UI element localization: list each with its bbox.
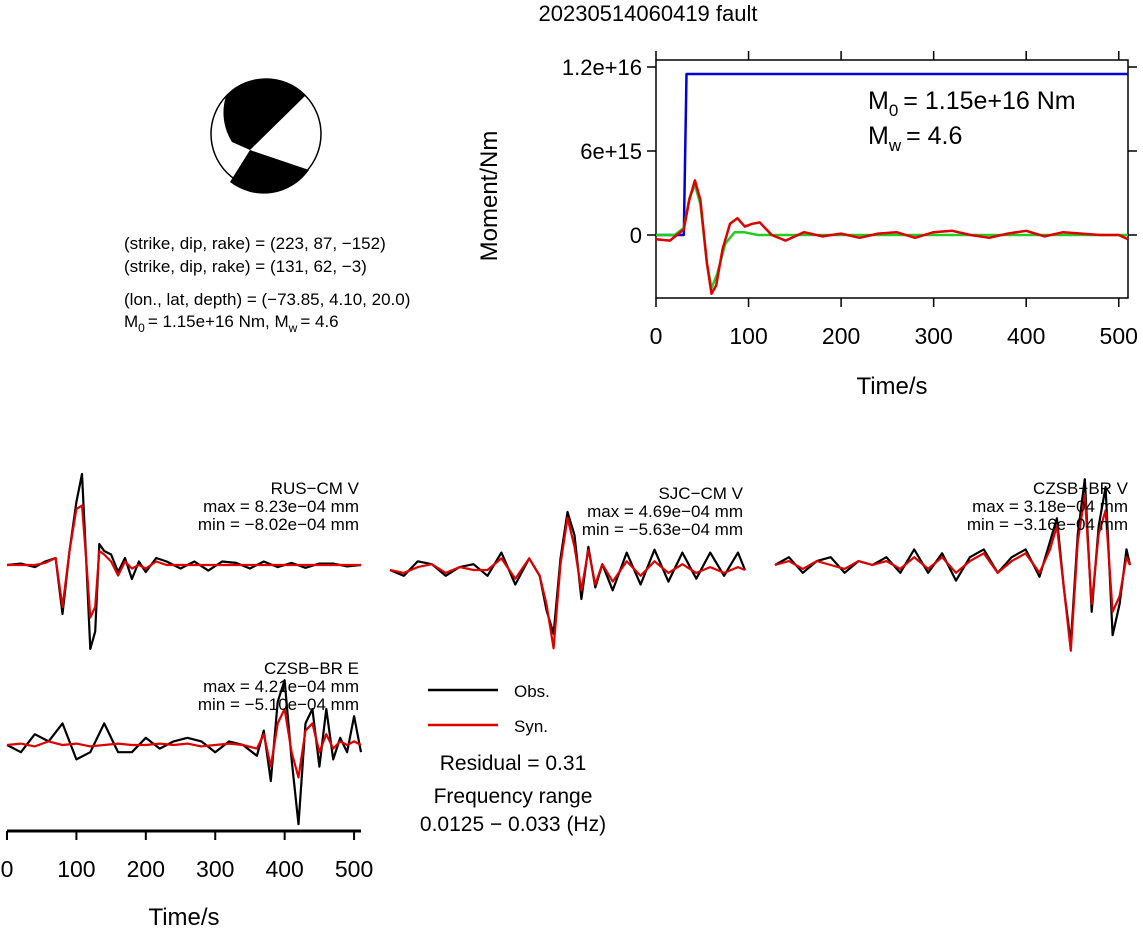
waveform-xtick-label: 0	[1, 856, 14, 882]
station-max: max = 4.69e−04 mm	[587, 502, 743, 521]
moment-xtick-label: 400	[1007, 323, 1045, 349]
plane-2-values: (131, 62, −3)	[270, 257, 367, 276]
moment-m0-value: = 1.15e+16 Nm	[903, 87, 1075, 115]
moment-m0-annotation: M0 = 1.15e+16 Nm	[868, 87, 1076, 120]
frequency-range-title: Frequency range	[434, 785, 593, 808]
moment-ylabel: Moment/Nm	[476, 131, 503, 262]
moment-rate-line-red	[655, 179, 1129, 296]
mw-summary: = 4.6	[300, 312, 338, 331]
station-max: max = 4.21e−04 mm	[203, 677, 359, 696]
station-min: min = −5.63e−04 mm	[582, 520, 743, 539]
focal-mechanism-beachball	[210, 78, 322, 194]
moment-xtick-label: 300	[914, 323, 952, 349]
moment-xtick-label: 100	[729, 323, 767, 349]
moment-ytick-label: 0	[630, 223, 642, 248]
legend-obs-label: Obs.	[514, 682, 550, 701]
moment-summary-text: M0 = 1.15e+16 Nm, Mw = 4.6	[124, 312, 339, 335]
synthetic-waveform	[774, 493, 1132, 652]
moment-ytick-label: 1.2e+16	[562, 55, 642, 80]
moment-mw-value: = 4.6	[906, 122, 962, 150]
station-name: CZSB−BR V	[1033, 479, 1129, 498]
waveform-xtick-label: 200	[127, 856, 165, 882]
synthetic-waveform	[6, 707, 362, 779]
synthetic-waveform	[7, 504, 361, 619]
waveform-xlabel: Time/s	[148, 904, 219, 928]
moment-xlabel: Time/s	[856, 373, 927, 400]
synthetic-waveform	[389, 516, 746, 650]
frequency-range-value: 0.0125 − 0.033 (Hz)	[420, 813, 606, 836]
station-min: min = −8.02e−04 mm	[198, 515, 359, 534]
station-max: max = 8.23e−04 mm	[203, 497, 359, 516]
location-values: (−73.85, 4.10, 20.0)	[262, 290, 411, 309]
moment-rate-panel: 0 6e+15 1.2e+16 0 100 200 300 400 500 Moment/Nm…	[476, 51, 1138, 400]
m0-summary: = 1.15e+16 Nm, M	[148, 312, 289, 331]
station-name: CZSB−BR E	[264, 659, 359, 678]
legend: Obs. Syn.	[428, 682, 550, 736]
station-min: min = −3.16e−04 mm	[967, 515, 1128, 534]
plane-1-values: (223, 87, −152)	[270, 234, 386, 253]
waveform-xtick-label: 400	[265, 856, 303, 882]
moment-xtick-label: 200	[822, 323, 860, 349]
moment-plot-frame	[655, 59, 1129, 299]
waveform-time-axis: 0 100 200 300 400 500	[1, 829, 373, 882]
nodal-plane-2-text: (strike, dip, rake) = (131, 62, −3)	[124, 257, 367, 276]
figure-title: 20230514060419 fault	[539, 1, 758, 26]
station-name: SJC−CM V	[658, 484, 743, 503]
location-prefix: (lon., lat, depth) =	[124, 290, 262, 309]
moment-ytick-label: 6e+15	[580, 139, 642, 164]
plane-prefix-2: (strike, dip, rake) =	[124, 257, 270, 276]
station-name: RUS−CM V	[271, 479, 360, 498]
legend-syn-label: Syn.	[514, 717, 548, 736]
moment-xtick-label: 0	[650, 323, 663, 349]
station-min: min = −5.10e−04 mm	[198, 695, 359, 714]
waveform-xtick-label: 300	[196, 856, 234, 882]
location-text: (lon., lat, depth) = (−73.85, 4.10, 20.0…	[124, 290, 410, 309]
plane-prefix-1: (strike, dip, rake) =	[124, 234, 270, 253]
waveform-xtick-label: 500	[335, 856, 373, 882]
residual-text: Residual = 0.31	[440, 752, 587, 775]
moment-mw-annotation: Mw = 4.6	[868, 122, 962, 155]
moment-xtick-label: 500	[1100, 323, 1138, 349]
nodal-plane-1-text: (strike, dip, rake) = (223, 87, −152)	[124, 234, 386, 253]
waveform-xtick-label: 100	[57, 856, 95, 882]
station-max: max = 3.18e−04 mm	[972, 497, 1128, 516]
